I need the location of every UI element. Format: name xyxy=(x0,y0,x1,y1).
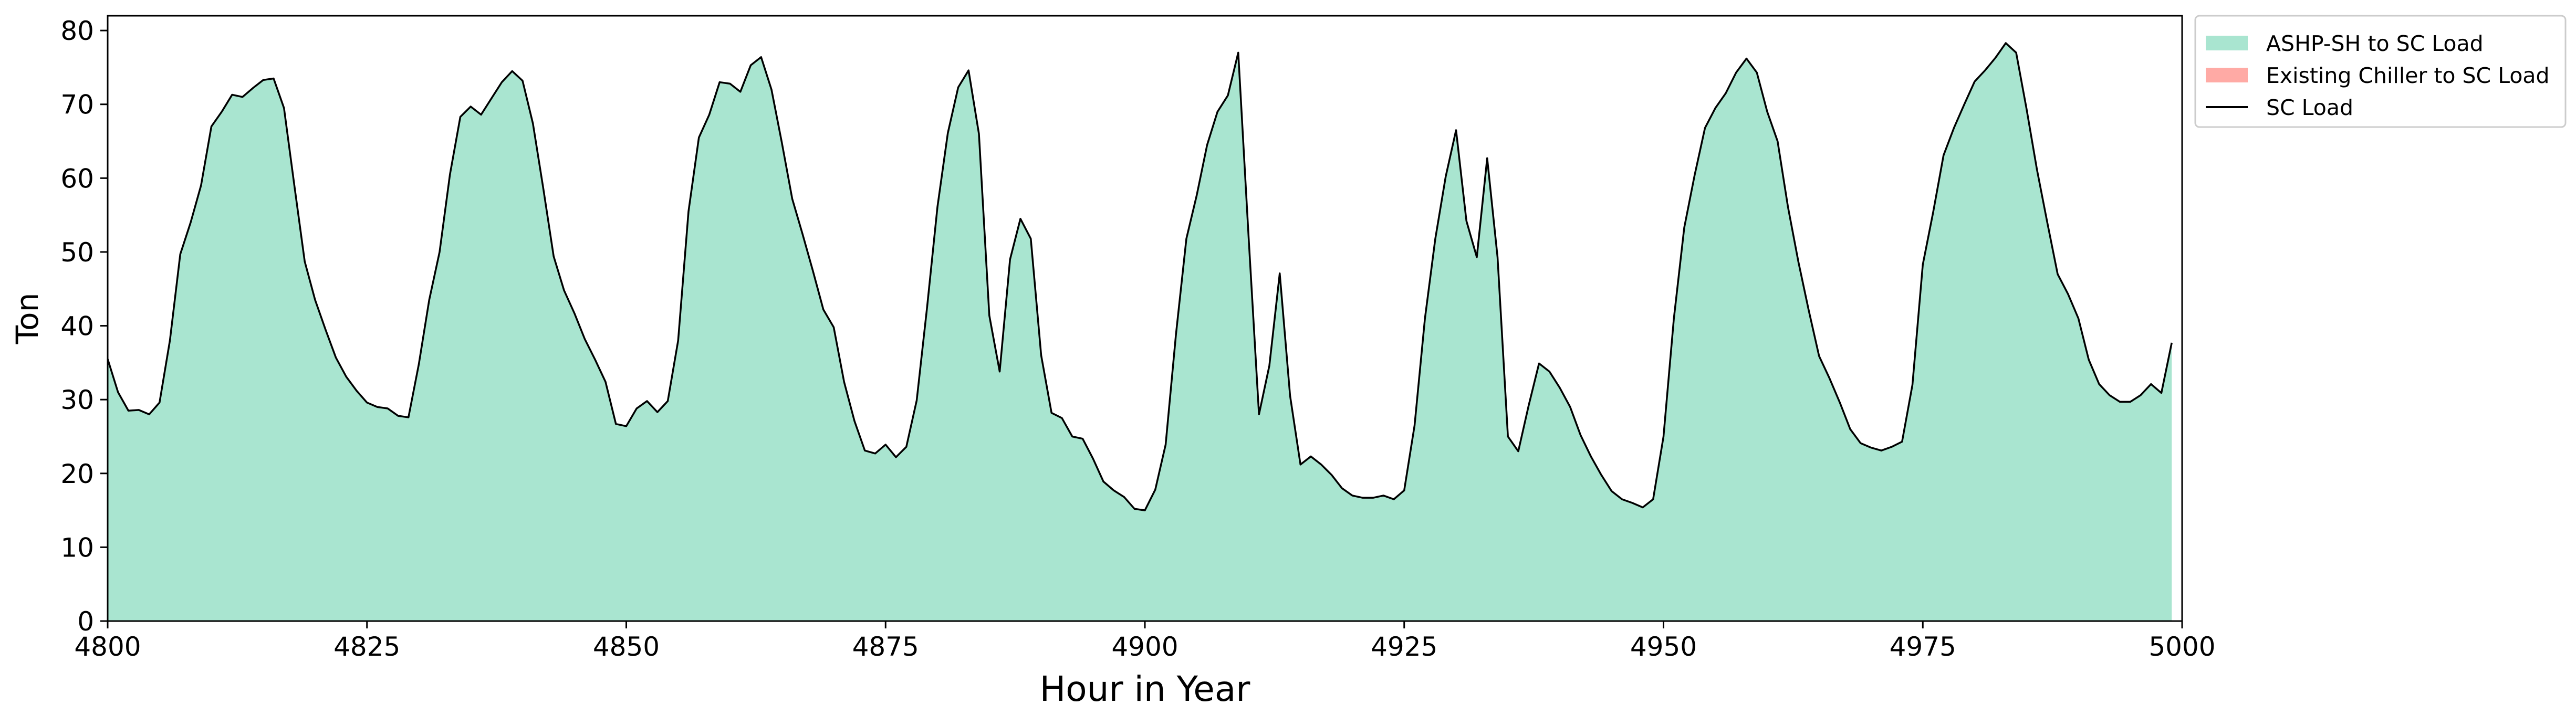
x-tick-label: 4900 xyxy=(1111,632,1178,662)
x-tick-label: 4850 xyxy=(593,632,660,662)
y-tick-label: 60 xyxy=(60,163,94,194)
legend-box xyxy=(2194,15,2567,128)
x-axis-label: Hour in Year xyxy=(1040,669,1251,709)
area-ashp-sh xyxy=(108,43,2172,621)
y-tick-label: 70 xyxy=(60,90,94,120)
legend-label: Existing Chiller to SC Load xyxy=(2266,63,2550,88)
x-tick-label: 4950 xyxy=(1630,632,1697,662)
legend: ASHP-SH to SC Load Existing Chiller to SC… xyxy=(2194,15,2567,128)
legend-label: SC Load xyxy=(2266,95,2353,120)
legend-swatch xyxy=(2206,36,2248,50)
line-sc-load xyxy=(107,42,2173,511)
y-tick-label: 20 xyxy=(60,459,94,489)
legend-label: ASHP-SH to SC Load xyxy=(2266,31,2484,56)
x-tick-label: 4825 xyxy=(333,632,400,662)
legend-swatch xyxy=(2206,68,2248,82)
line-layer xyxy=(107,42,2173,511)
area-layer xyxy=(108,43,2172,621)
y-tick-label: 30 xyxy=(60,385,94,415)
y-tick-label: 0 xyxy=(77,606,94,637)
x-tick-label: 4875 xyxy=(852,632,919,662)
x-axis: 4800 4825 4850 4875 4900 4925 4950 4975 5000 xyxy=(74,621,2216,662)
y-axis: 0 10 20 30 40 50 60 70 80 xyxy=(60,16,108,637)
y-tick-label: 80 xyxy=(60,16,94,46)
x-tick-label: 5000 xyxy=(2149,632,2215,662)
y-tick-label: 40 xyxy=(60,311,94,342)
y-tick-label: 10 xyxy=(60,532,94,563)
y-axis-label: Ton xyxy=(9,293,45,345)
x-tick-label: 4800 xyxy=(74,632,141,662)
x-tick-label: 4925 xyxy=(1371,632,1437,662)
x-tick-label: 4975 xyxy=(1890,632,1956,662)
y-tick-label: 50 xyxy=(60,237,94,268)
